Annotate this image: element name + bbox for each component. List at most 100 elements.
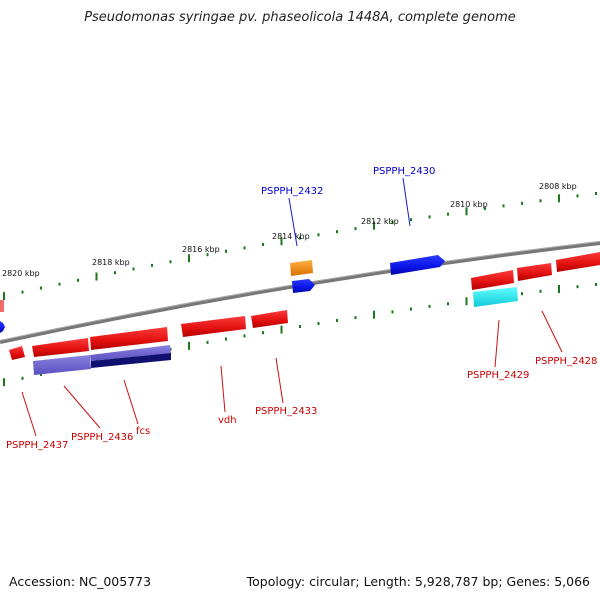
major-tick (95, 272, 98, 281)
feature-PSPPH_2433[interactable] (251, 310, 288, 328)
minor-tick (595, 283, 597, 286)
major-tick (558, 285, 560, 293)
major-tick (465, 297, 468, 306)
minor-tick (262, 331, 264, 335)
accession-text: Accession: NC_005773 (9, 574, 152, 589)
major-tick (3, 292, 5, 301)
minor-tick (206, 253, 209, 257)
feature-PSPPH_2437[interactable] (9, 346, 25, 360)
minor-tick (391, 310, 394, 314)
minor-tick (428, 304, 431, 308)
minor-tick (447, 212, 449, 216)
leader-line (402, 177, 411, 227)
minor-tick (521, 292, 523, 296)
gene-label-vdh[interactable]: vdh (218, 415, 237, 426)
minor-tick (410, 307, 412, 311)
minor-tick (336, 319, 338, 322)
feature-fcs[interactable] (90, 327, 168, 350)
leader-line (275, 357, 284, 404)
minor-tick (58, 282, 61, 286)
major-tick (280, 237, 283, 246)
tick-row-top (3, 192, 597, 301)
minor-tick (114, 271, 116, 275)
minor-tick (336, 230, 338, 234)
minor-tick (354, 316, 357, 320)
feature-vdh[interactable] (181, 316, 246, 337)
gene-label-PSPPH_2432[interactable]: PSPPH_2432 (261, 186, 323, 197)
feature-PSPPH_2436-purple[interactable] (33, 355, 91, 375)
major-tick (558, 194, 560, 203)
major-tick (188, 254, 190, 263)
topology-text: Topology: circular; Length: 5,928,787 bp… (246, 574, 590, 589)
minor-tick (317, 322, 320, 325)
minor-tick (243, 246, 246, 250)
feature-PSPPH_2432[interactable] (292, 279, 315, 293)
feature-PSPPH_2428[interactable] (517, 263, 552, 281)
map-title: Pseudomonas syringae pv. phaseolicola 14… (84, 10, 516, 25)
tick-label: 2812 kbp (361, 217, 399, 226)
gene-label-PSPPH_2436[interactable]: PSPPH_2436 (71, 432, 133, 443)
minor-tick (77, 278, 79, 282)
minor-tick (21, 290, 24, 294)
feature-PSPPH_2429[interactable] (473, 287, 518, 307)
feature-edge-left-blue[interactable] (0, 321, 5, 333)
leader-line (220, 365, 226, 413)
gene-label-PSPPH_2437[interactable]: PSPPH_2437 (6, 440, 68, 451)
minor-tick (539, 289, 542, 293)
minor-tick (132, 267, 135, 271)
tick-label: 2814 kbp (272, 232, 310, 241)
leader-line (123, 379, 139, 425)
minor-tick (169, 260, 172, 264)
minor-tick (206, 340, 209, 344)
feature-edge-left-pink[interactable] (0, 300, 4, 312)
minor-tick (410, 218, 412, 222)
gene-label-PSPPH_2433[interactable]: PSPPH_2433 (255, 406, 317, 417)
minor-tick (262, 243, 264, 246)
major-tick (280, 325, 283, 334)
minor-tick (595, 192, 597, 195)
leader-line (21, 391, 37, 437)
major-tick (188, 341, 190, 350)
feature-PSPPH_2430[interactable] (390, 255, 445, 275)
gene-label-fcs[interactable]: fcs (136, 426, 150, 437)
minor-tick (521, 201, 523, 205)
feature-right-edge[interactable] (556, 252, 600, 272)
minor-tick (21, 376, 24, 380)
minor-tick (447, 302, 449, 306)
leader-line (63, 385, 101, 429)
minor-tick (484, 207, 486, 211)
major-tick (3, 378, 5, 387)
tick-label: 2820 kbp (2, 269, 40, 278)
minor-tick (299, 236, 301, 240)
minor-tick (299, 325, 301, 328)
minor-tick (391, 221, 394, 225)
major-tick (465, 207, 468, 216)
leader-line (288, 197, 298, 247)
leader-line (494, 319, 500, 368)
feature-PSPPH_2429-red[interactable] (471, 270, 514, 290)
minor-tick (354, 227, 357, 231)
tick-label: 2810 kbp (450, 200, 488, 209)
gene-label-PSPPH_2429[interactable]: PSPPH_2429 (467, 370, 529, 381)
gene-label-PSPPH_2428[interactable]: PSPPH_2428 (535, 356, 597, 367)
minor-tick (576, 194, 579, 198)
minor-tick (576, 285, 579, 289)
minor-tick (225, 249, 227, 253)
minor-tick (40, 373, 42, 376)
tick-label: 2808 kbp (539, 182, 577, 191)
leader-line (541, 310, 563, 353)
minor-tick (539, 199, 542, 203)
minor-tick (40, 286, 42, 290)
minor-tick (428, 215, 431, 219)
gene-label-PSPPH_2430[interactable]: PSPPH_2430 (373, 166, 435, 177)
feature-fcs-purple[interactable] (90, 345, 171, 368)
feature-PSPPH_2436[interactable] (32, 338, 89, 357)
feature-orange[interactable] (290, 260, 313, 276)
minor-tick (225, 337, 227, 341)
minor-tick (243, 334, 246, 338)
tick-label: 2816 kbp (182, 245, 220, 254)
minor-tick (317, 233, 320, 237)
major-tick (373, 221, 375, 230)
minor-tick (151, 263, 153, 267)
